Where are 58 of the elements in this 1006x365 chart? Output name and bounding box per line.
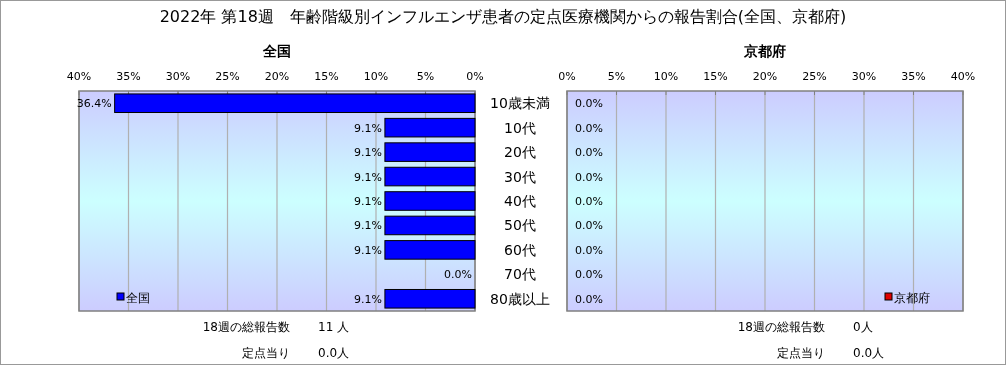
y-tick-label: 10歳未満 [490, 95, 550, 112]
x-tick-label: 20% [752, 70, 778, 83]
data-label: 0.0% [575, 292, 603, 306]
y-tick-label: 70代 [504, 266, 536, 283]
chart-subtitle: 全国 [262, 43, 291, 59]
x-tick-label: 35% [116, 70, 141, 83]
y-tick-label: 50代 [504, 217, 536, 234]
y-tick-label: 40代 [504, 193, 536, 209]
chart-title: 京都府 [743, 43, 786, 59]
text: 18週の総報告数 [202, 320, 290, 334]
data-label: 0.0% [575, 170, 603, 184]
x-tick-label: 10% [653, 70, 679, 83]
y-tick-label: 20代 [504, 144, 536, 161]
data-label: 9.1% [353, 243, 382, 257]
text: 0人 [853, 320, 873, 334]
x-tick-label: 35% [901, 70, 926, 83]
text: 定点当り [242, 346, 290, 360]
x-tick-label: 30% [165, 70, 191, 83]
data-label: 9.1% [353, 195, 382, 208]
x-tick-label: 10% [363, 70, 389, 83]
data-label: 0.0% [575, 121, 603, 135]
y-tick-label: 30代 [504, 168, 536, 185]
x-tick-label: 25% [802, 70, 827, 83]
data-label: 0.0% [575, 268, 603, 282]
data-label: 9.1% [353, 292, 382, 306]
text: 定点当り [777, 346, 825, 360]
data-label: 0.0% [575, 195, 603, 208]
legend-label: 京都府 [894, 291, 930, 305]
y-tick-label: 80歳以上 [490, 290, 550, 307]
data-label: 0.0% [575, 146, 603, 160]
y-tick-label: 10代 [504, 119, 536, 136]
legend-label: 全国 [126, 291, 150, 305]
data-label: 0.0% [575, 219, 603, 233]
text: 0.0人 [853, 346, 885, 360]
text: 11 人 [318, 320, 350, 334]
data-label: 36.4% [76, 97, 112, 111]
data-label: 9.1% [353, 121, 382, 135]
x-tick-label: 15% [314, 70, 339, 83]
x-tick-label: 0% [466, 70, 484, 83]
data-label: 9.1% [353, 170, 382, 184]
x-tick-label: 25% [215, 70, 240, 83]
data-label: 0.0% [444, 268, 472, 282]
y-tick-label: 60代 [504, 241, 536, 258]
text: 18週の総報告数 [737, 320, 825, 334]
x-tick-label: 30% [851, 70, 877, 83]
x-tick-label: 5% [607, 70, 626, 83]
x-tick-label: 40% [950, 70, 976, 83]
chart-title: 2022年 第18週 年齢階級別インフルエンザ患者の定点医療機関からの報告割合(全国、京都府) [159, 7, 847, 26]
x-tick-label: 20% [264, 70, 290, 83]
x-tick-label: 5% [416, 70, 435, 83]
text: 0.0人 [318, 346, 350, 360]
x-tick-label: 40% [66, 70, 92, 83]
x-tick-label: 0% [558, 70, 576, 83]
x-tick-label: 15% [703, 70, 728, 83]
data-label: 9.1% [353, 219, 382, 233]
data-label: 9.1% [353, 146, 382, 160]
data-label: 0.0% [575, 243, 603, 257]
data-label: 0.0% [575, 97, 603, 111]
